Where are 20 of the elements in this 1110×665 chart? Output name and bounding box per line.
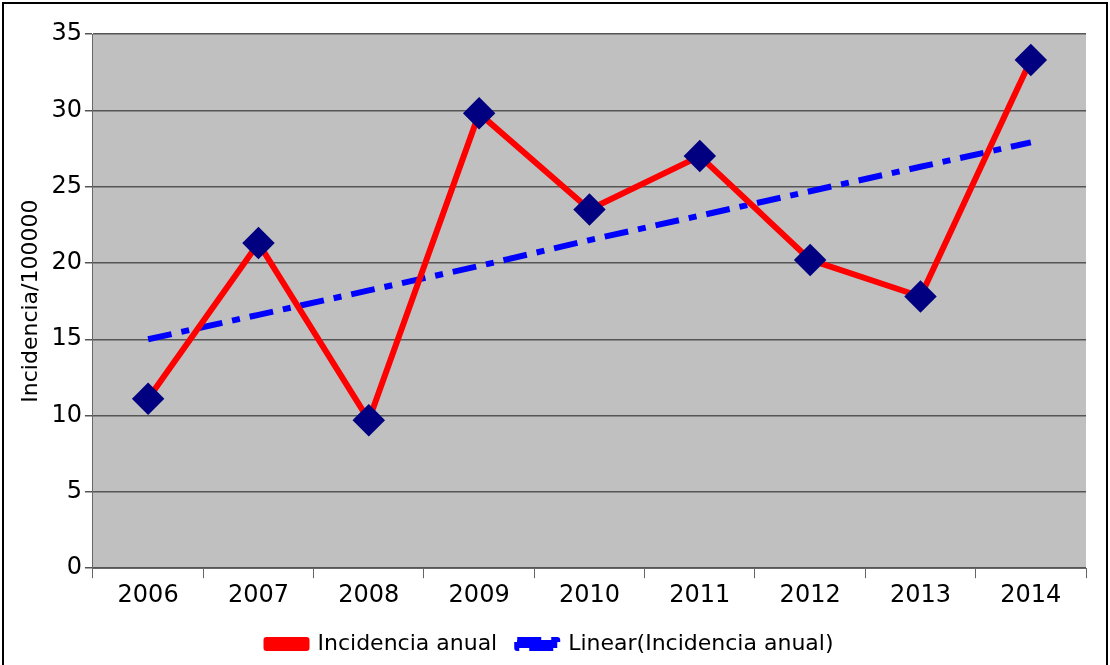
x-tick-label: 2009 xyxy=(448,579,510,608)
y-tick-label: 35 xyxy=(51,18,82,47)
x-tick-label: 2010 xyxy=(558,579,621,608)
y-axis-title: Incidencia/100000 xyxy=(16,199,42,403)
y-tick-label: 0 xyxy=(66,552,82,581)
y-tick-label: 5 xyxy=(66,476,82,505)
x-tick-label: 2012 xyxy=(779,579,841,608)
legend-label: Incidencia anual xyxy=(317,629,498,655)
x-tick-label: 2008 xyxy=(338,579,400,608)
x-tick-label: 2006 xyxy=(117,579,179,608)
y-tick-label: 30 xyxy=(51,94,82,123)
legend-label: Linear(Incidencia anual) xyxy=(568,629,834,655)
y-tick-label: 20 xyxy=(51,247,82,276)
x-tick-label: 2007 xyxy=(227,579,289,608)
y-tick-label: 15 xyxy=(51,323,82,352)
y-tick-label: 25 xyxy=(51,170,82,199)
y-tick-label: 10 xyxy=(51,399,82,428)
x-tick-label: 2013 xyxy=(889,579,952,608)
x-tick-label: 2011 xyxy=(669,579,731,608)
x-tick-label: 2014 xyxy=(1000,579,1062,608)
